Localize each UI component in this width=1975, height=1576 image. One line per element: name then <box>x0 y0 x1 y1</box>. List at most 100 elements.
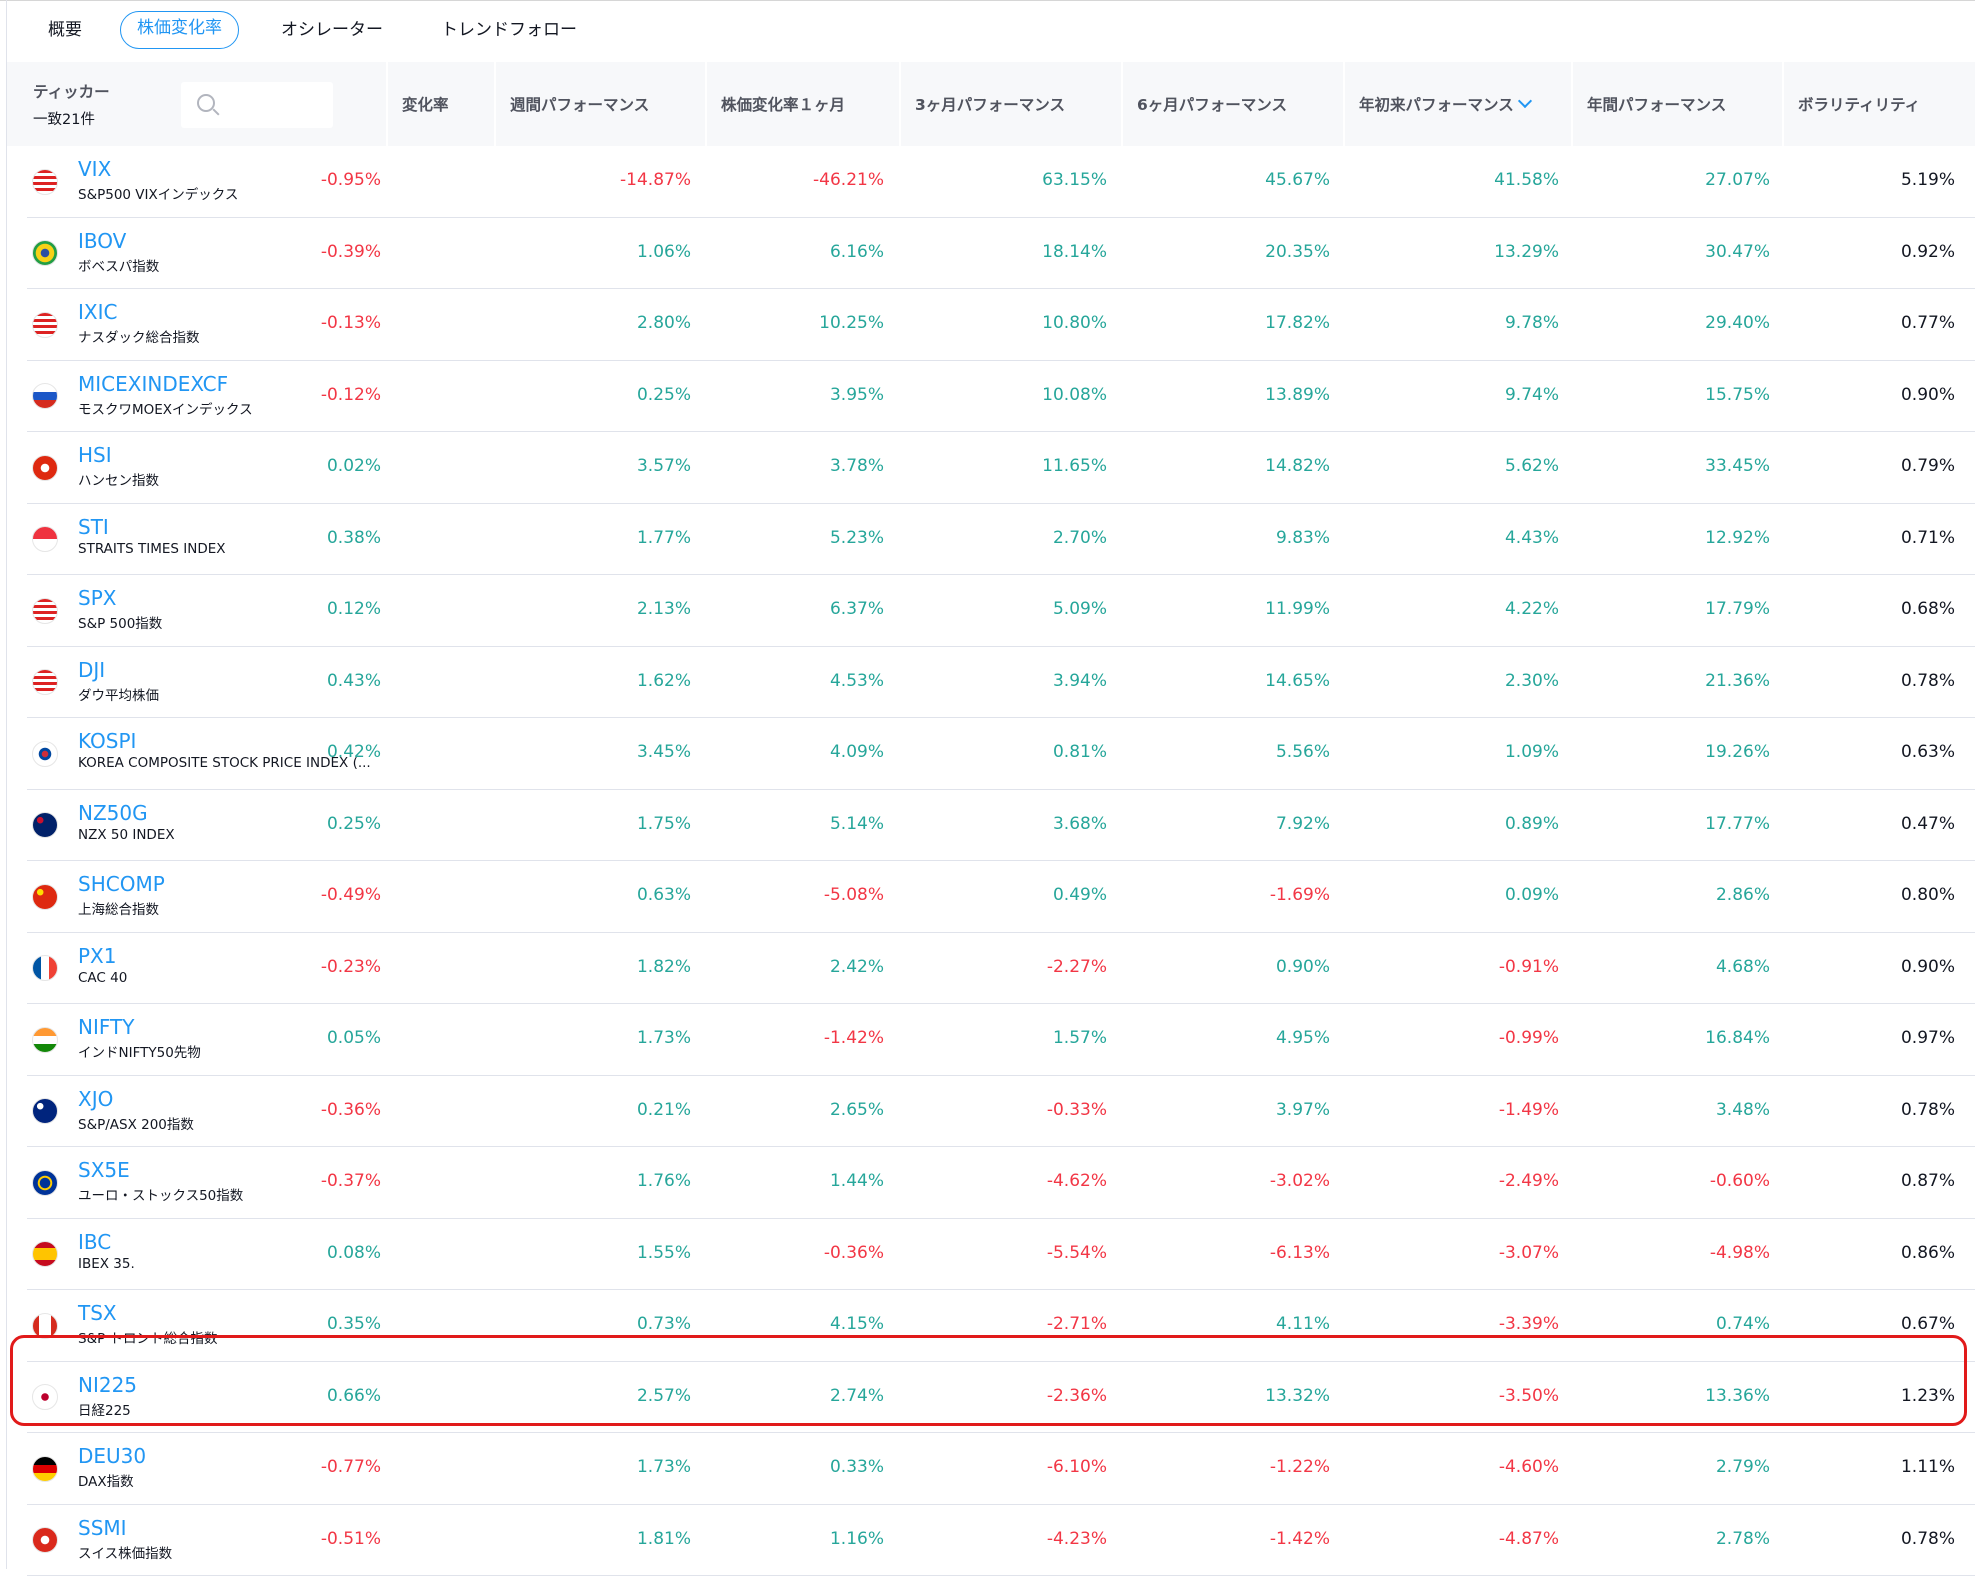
cell-value: 20.35% <box>1265 242 1330 262</box>
ticker-symbol[interactable]: HSI <box>78 443 112 467</box>
cell-value: 4.15% <box>830 1314 884 1334</box>
cell-value: 0.73% <box>637 1314 691 1334</box>
flag-icon <box>32 312 58 338</box>
cell-value: 4.11% <box>1276 1314 1330 1334</box>
cell-value: 5.14% <box>830 814 884 834</box>
ticker-symbol[interactable]: SX5E <box>78 1158 130 1182</box>
cell-value: 1.76% <box>637 1171 691 1191</box>
cell-value: -0.99% <box>1499 1028 1559 1048</box>
column-header-6m[interactable]: 6ヶ月パフォーマンス <box>1123 62 1345 146</box>
ticker-symbol[interactable]: SHCOMP <box>78 872 165 896</box>
cell-value: 0.63% <box>637 885 691 905</box>
sort-icon[interactable] <box>1518 94 1532 108</box>
ticker-symbol[interactable]: KOSPI <box>78 729 136 753</box>
cell-value: 1.16% <box>830 1529 884 1549</box>
tab-price-change[interactable]: 株価変化率 <box>120 11 239 49</box>
cell-value: 17.82% <box>1265 313 1330 333</box>
cell-value: 2.13% <box>637 599 691 619</box>
search-input[interactable] <box>181 82 333 128</box>
tab-overview[interactable]: 概要 <box>28 12 102 48</box>
ticker-symbol[interactable]: NI225 <box>78 1373 137 1397</box>
cell-value: 1.62% <box>637 671 691 691</box>
ticker-description: 上海総合指数 <box>78 898 159 918</box>
column-header-3m[interactable]: 3ヶ月パフォーマンス <box>901 62 1123 146</box>
cell-value: -3.07% <box>1499 1243 1559 1263</box>
ticker-symbol[interactable]: STI <box>78 515 109 539</box>
cell-value: 0.92% <box>1901 242 1955 262</box>
column-header-change[interactable]: 変化率 <box>388 62 496 146</box>
ticker-symbol[interactable]: IBOV <box>78 229 126 253</box>
flag-icon <box>32 1527 58 1553</box>
column-header-weekly[interactable]: 週間パフォーマンス <box>496 62 707 146</box>
cell-value: 18.14% <box>1042 242 1107 262</box>
column-header-1m[interactable]: 株価変化率１ヶ月 <box>707 62 901 146</box>
ticker-symbol[interactable]: NIFTY <box>78 1015 134 1039</box>
ticker-symbol[interactable]: PX1 <box>78 944 117 968</box>
ticker-symbol[interactable]: NZ50G <box>78 801 148 825</box>
ticker-symbol[interactable]: SSMI <box>78 1516 127 1540</box>
table-header: ティッカー 一致21件 変化率 週間パフォーマンス 株価変化率１ヶ月 3ヶ月パフ… <box>7 62 1975 146</box>
cell-value: -0.33% <box>1047 1100 1107 1120</box>
column-header-yearly[interactable]: 年間パフォーマンス <box>1573 62 1784 146</box>
cell-value: 1.11% <box>1901 1457 1955 1477</box>
column-header-label: ボラリティリティ <box>1798 93 1920 115</box>
cell-value: 33.45% <box>1705 456 1770 476</box>
ticker-description: IBEX 35. <box>78 1256 135 1272</box>
cell-value: 2.74% <box>830 1386 884 1406</box>
cell-value: -5.54% <box>1047 1243 1107 1263</box>
ticker-symbol[interactable]: DEU30 <box>78 1444 146 1468</box>
cell-value: 0.42% <box>327 742 381 762</box>
cell-value: 45.67% <box>1265 170 1330 190</box>
cell-value: -46.21% <box>813 170 884 190</box>
ticker-symbol[interactable]: XJO <box>78 1087 113 1111</box>
ticker-symbol[interactable]: SPX <box>78 586 116 610</box>
cell-value: 3.57% <box>637 456 691 476</box>
ticker-symbol[interactable]: DJI <box>78 658 105 682</box>
flag-icon <box>32 169 58 195</box>
cell-value: 41.58% <box>1494 170 1559 190</box>
cell-value: -14.87% <box>620 170 691 190</box>
tab-trend-following[interactable]: トレンドフォロー <box>421 12 597 48</box>
flag-icon <box>32 1098 58 1124</box>
column-header-label: 変化率 <box>402 93 449 115</box>
ticker-symbol[interactable]: TSX <box>78 1301 117 1325</box>
ticker-description: S&P トロント総合指数 <box>78 1327 218 1347</box>
flag-icon <box>32 598 58 624</box>
cell-value: 1.44% <box>830 1171 884 1191</box>
cell-value: 1.57% <box>1053 1028 1107 1048</box>
cell-value: 30.47% <box>1705 242 1770 262</box>
top-border <box>0 0 1975 6</box>
ticker-symbol[interactable]: IBC <box>78 1230 111 1254</box>
ticker-symbol[interactable]: VIX <box>78 157 111 181</box>
cell-value: 2.57% <box>637 1386 691 1406</box>
ticker-symbol[interactable]: IXIC <box>78 300 117 324</box>
tab-oscillators[interactable]: オシレーター <box>261 12 403 48</box>
ticker-symbol[interactable]: MICEXINDEXCF <box>78 372 228 396</box>
cell-value: 5.09% <box>1053 599 1107 619</box>
column-header-ytd[interactable]: 年初来パフォーマンス <box>1345 62 1573 146</box>
ticker-column-header[interactable]: ティッカー 一致21件 <box>7 62 388 146</box>
cell-value: 3.97% <box>1276 1100 1330 1120</box>
cell-value: 3.45% <box>637 742 691 762</box>
column-header-volatility[interactable]: ボラリティリティ <box>1784 62 1975 146</box>
